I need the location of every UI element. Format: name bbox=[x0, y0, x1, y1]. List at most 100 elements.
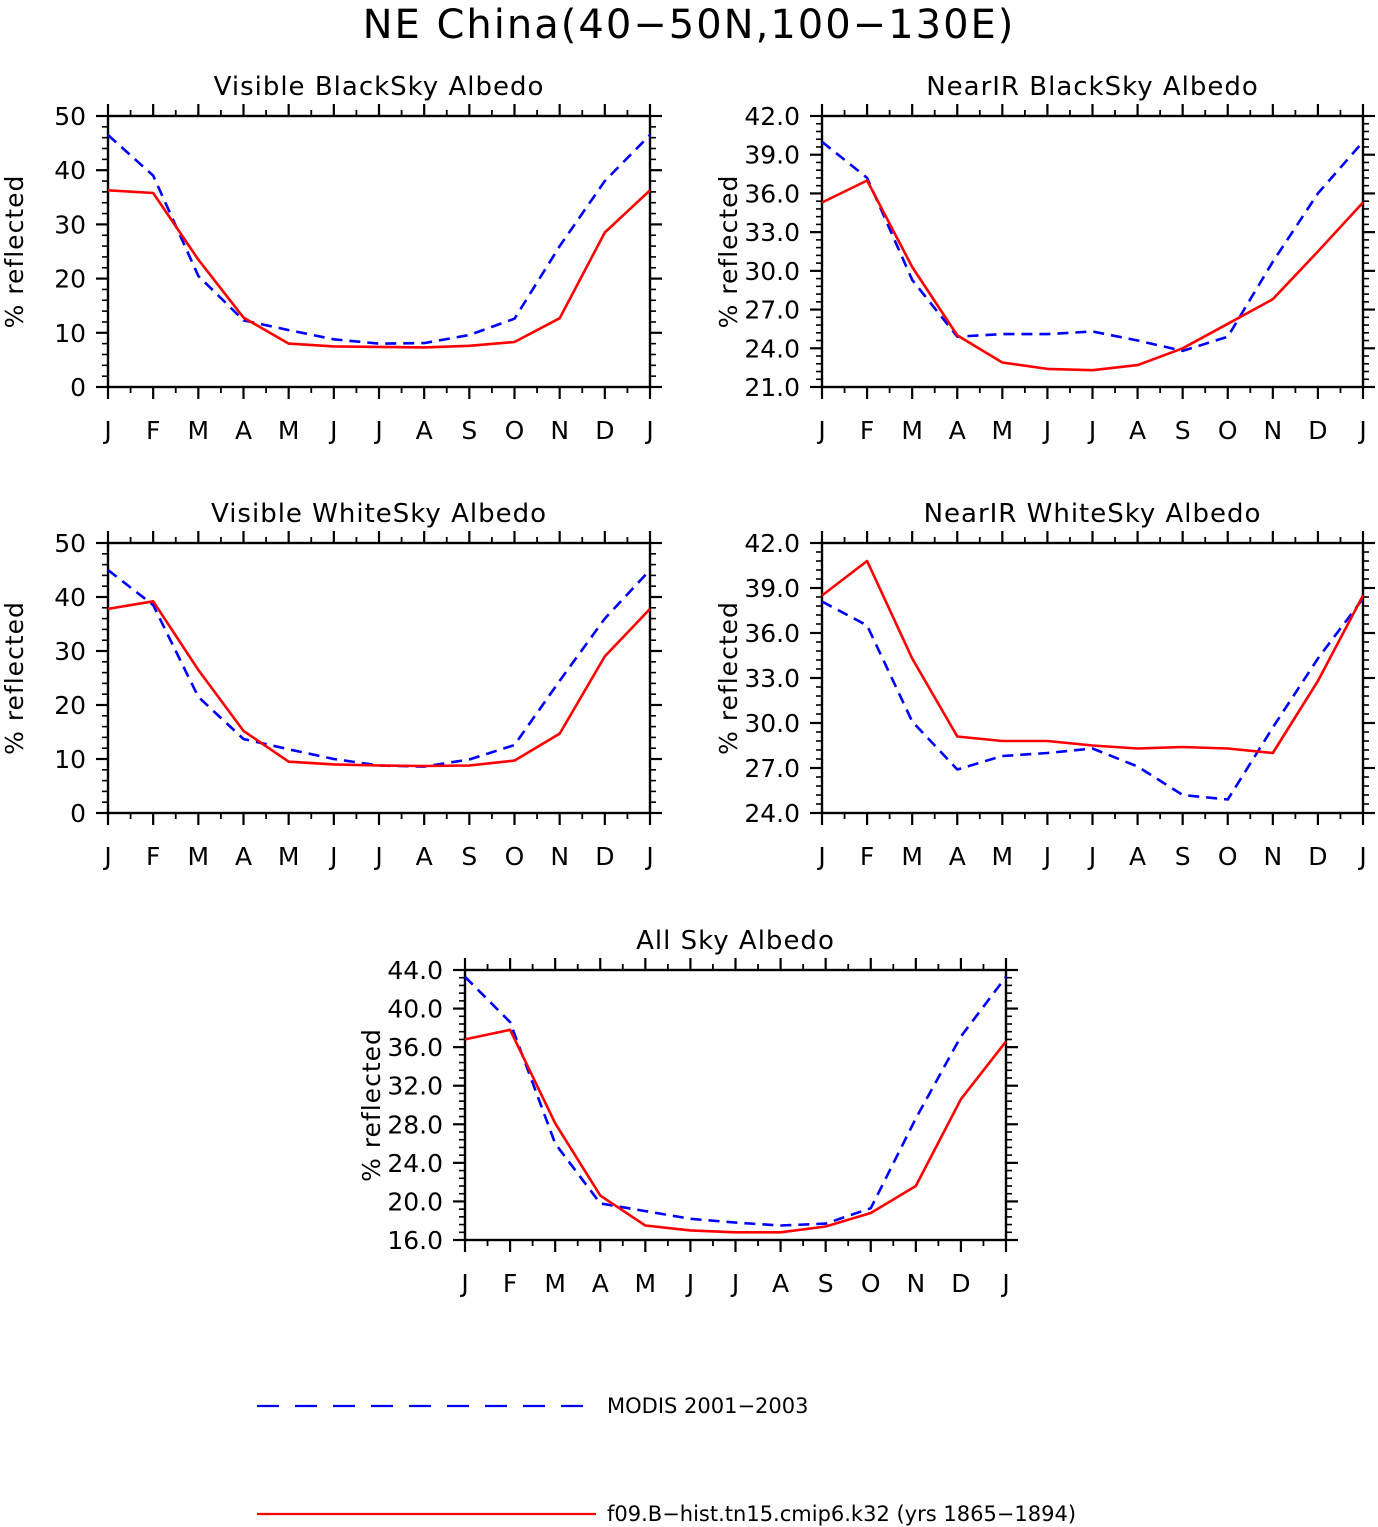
chart-0-ytick-label: 20 bbox=[54, 265, 86, 294]
chart-3-ylabel: % reflected bbox=[714, 601, 743, 755]
chart-1-ytick-label: 42.0 bbox=[744, 102, 800, 131]
chart-0-ylabel: % reflected bbox=[0, 175, 29, 329]
chart-4-ytick-label: 20.0 bbox=[387, 1187, 443, 1216]
chart-3-xtick-label: A bbox=[949, 842, 966, 871]
chart-0-xtick-label: J bbox=[102, 416, 111, 445]
chart-4-xtick-label: J bbox=[730, 1269, 739, 1298]
figure-title: NE China(40−50N,100−130E) bbox=[363, 2, 1016, 48]
chart-1-ytick-label: 36.0 bbox=[744, 179, 800, 208]
chart-4-ytick-label: 16.0 bbox=[387, 1226, 443, 1255]
chart-4-xtick-label: O bbox=[861, 1269, 881, 1298]
chart-4-ytick-label: 44.0 bbox=[387, 956, 443, 985]
chart-0-ytick-label: 50 bbox=[54, 102, 86, 131]
chart-4-xtick-label: J bbox=[1000, 1269, 1009, 1298]
chart-2-ytick-label: 20 bbox=[54, 691, 86, 720]
chart-2-xtick-label: J bbox=[102, 842, 111, 871]
chart-1-ytick-label: 27.0 bbox=[744, 296, 800, 325]
chart-4-xtick-label: D bbox=[951, 1269, 970, 1298]
chart-1-xtick-label: J bbox=[1357, 416, 1366, 445]
chart-4-xtick-label: S bbox=[818, 1269, 834, 1298]
chart-4-ytick-label: 32.0 bbox=[387, 1072, 443, 1101]
chart-2-ytick-label: 10 bbox=[54, 745, 86, 774]
chart-2-xtick-label: J bbox=[644, 842, 653, 871]
chart-3-frame bbox=[820, 541, 1365, 815]
chart-2-xtick-label: J bbox=[373, 842, 382, 871]
chart-3-ytick-label: 33.0 bbox=[744, 664, 800, 693]
chart-2-series-model bbox=[107, 599, 651, 768]
chart-3-xtick-label: S bbox=[1175, 842, 1191, 871]
chart-1-ylabel: % reflected bbox=[714, 175, 743, 329]
chart-0-xtick-label: A bbox=[416, 416, 433, 445]
chart-0-series-model bbox=[107, 189, 651, 349]
chart-4-xtick-label: N bbox=[906, 1269, 925, 1298]
chart-3-xtick-label: M bbox=[901, 842, 923, 871]
chart-1-xtick-label: N bbox=[1263, 416, 1282, 445]
chart-4-xtick-label: M bbox=[635, 1269, 657, 1298]
chart-4-series-model bbox=[464, 1028, 1008, 1234]
chart-1-xtick-label: D bbox=[1308, 416, 1327, 445]
chart-2-series-modis bbox=[107, 568, 651, 768]
chart-2-xtick-label: M bbox=[278, 842, 300, 871]
chart-2-xtick-label: M bbox=[188, 842, 210, 871]
legend: MODIS 2001−2003 f09.B−hist.tn15.cmip6.k3… bbox=[257, 1394, 1076, 1526]
chart-2-xtick-label: N bbox=[550, 842, 569, 871]
chart-0-ytick-label: 40 bbox=[54, 156, 86, 185]
chart-1-xtick-label: J bbox=[816, 416, 825, 445]
chart-4-ytick-label: 24.0 bbox=[387, 1149, 443, 1178]
chart-0-xtick-label: J bbox=[644, 416, 653, 445]
chart-1-ytick-label: 21.0 bbox=[744, 373, 800, 402]
chart-3-xtick-label: J bbox=[816, 842, 825, 871]
chart-4-title: All Sky Albedo bbox=[636, 926, 835, 956]
chart-1-series-modis bbox=[821, 140, 1364, 353]
chart-2-xtick-label: A bbox=[416, 842, 433, 871]
chart-3-xtick-label: A bbox=[1129, 842, 1146, 871]
chart-4-ytick-label: 40.0 bbox=[387, 995, 443, 1024]
chart-1-xtick-label: F bbox=[860, 416, 874, 445]
chart-2-xtick-label: S bbox=[461, 842, 477, 871]
chart-3-xtick-label: M bbox=[992, 842, 1014, 871]
chart-3-xtick-label: J bbox=[1042, 842, 1051, 871]
chart-0-xtick-label: M bbox=[188, 416, 210, 445]
chart-1-xtick-label: S bbox=[1175, 416, 1191, 445]
chart-1-xtick-label: A bbox=[949, 416, 966, 445]
chart-3-ytick-label: 30.0 bbox=[744, 709, 800, 738]
chart-3-title: NearIR WhiteSky Albedo bbox=[924, 499, 1262, 529]
chart-3-ytick-label: 36.0 bbox=[744, 619, 800, 648]
chart-4-ytick-label: 36.0 bbox=[387, 1033, 443, 1062]
chart-1-title: NearIR BlackSky Albedo bbox=[926, 72, 1259, 102]
chart-3-ytick-label: 39.0 bbox=[744, 574, 800, 603]
chart-2-xtick-label: D bbox=[595, 842, 614, 871]
chart-2-ytick-label: 50 bbox=[54, 529, 86, 558]
chart-2-xtick-label: J bbox=[328, 842, 337, 871]
chart-4-series-modis bbox=[464, 975, 1008, 1227]
chart-1-ytick-label: 39.0 bbox=[744, 141, 800, 170]
chart-1-xtick-label: J bbox=[1087, 416, 1096, 445]
chart-0-xtick-label: F bbox=[146, 416, 160, 445]
chart-4-xtick-label: A bbox=[772, 1269, 789, 1298]
chart-3-xtick-label: D bbox=[1308, 842, 1327, 871]
chart-3-xtick-label: N bbox=[1263, 842, 1282, 871]
chart-2-xtick-label: A bbox=[235, 842, 252, 871]
chart-2-ytick-label: 40 bbox=[54, 583, 86, 612]
chart-0-xtick-label: M bbox=[278, 416, 300, 445]
chart-1-xtick-label: J bbox=[1042, 416, 1051, 445]
chart-1-ytick-label: 30.0 bbox=[744, 257, 800, 286]
chart-0-xtick-label: A bbox=[235, 416, 252, 445]
chart-0-xtick-label: O bbox=[505, 416, 525, 445]
chart-0-xtick-label: D bbox=[595, 416, 614, 445]
chart-3-xtick-label: O bbox=[1218, 842, 1238, 871]
chart-2-ytick-label: 0 bbox=[70, 799, 86, 828]
legend-label-model: f09.B−hist.tn15.cmip6.k32 (yrs 1865−1894… bbox=[607, 1502, 1076, 1526]
chart-0-title: Visible BlackSky Albedo bbox=[214, 72, 545, 102]
chart-3-xtick-label: J bbox=[1087, 842, 1096, 871]
chart-0-xtick-label: S bbox=[461, 416, 477, 445]
chart-1-xtick-label: M bbox=[901, 416, 923, 445]
chart-1-ytick-label: 33.0 bbox=[744, 218, 800, 247]
chart-4-xtick-label: M bbox=[544, 1269, 566, 1298]
